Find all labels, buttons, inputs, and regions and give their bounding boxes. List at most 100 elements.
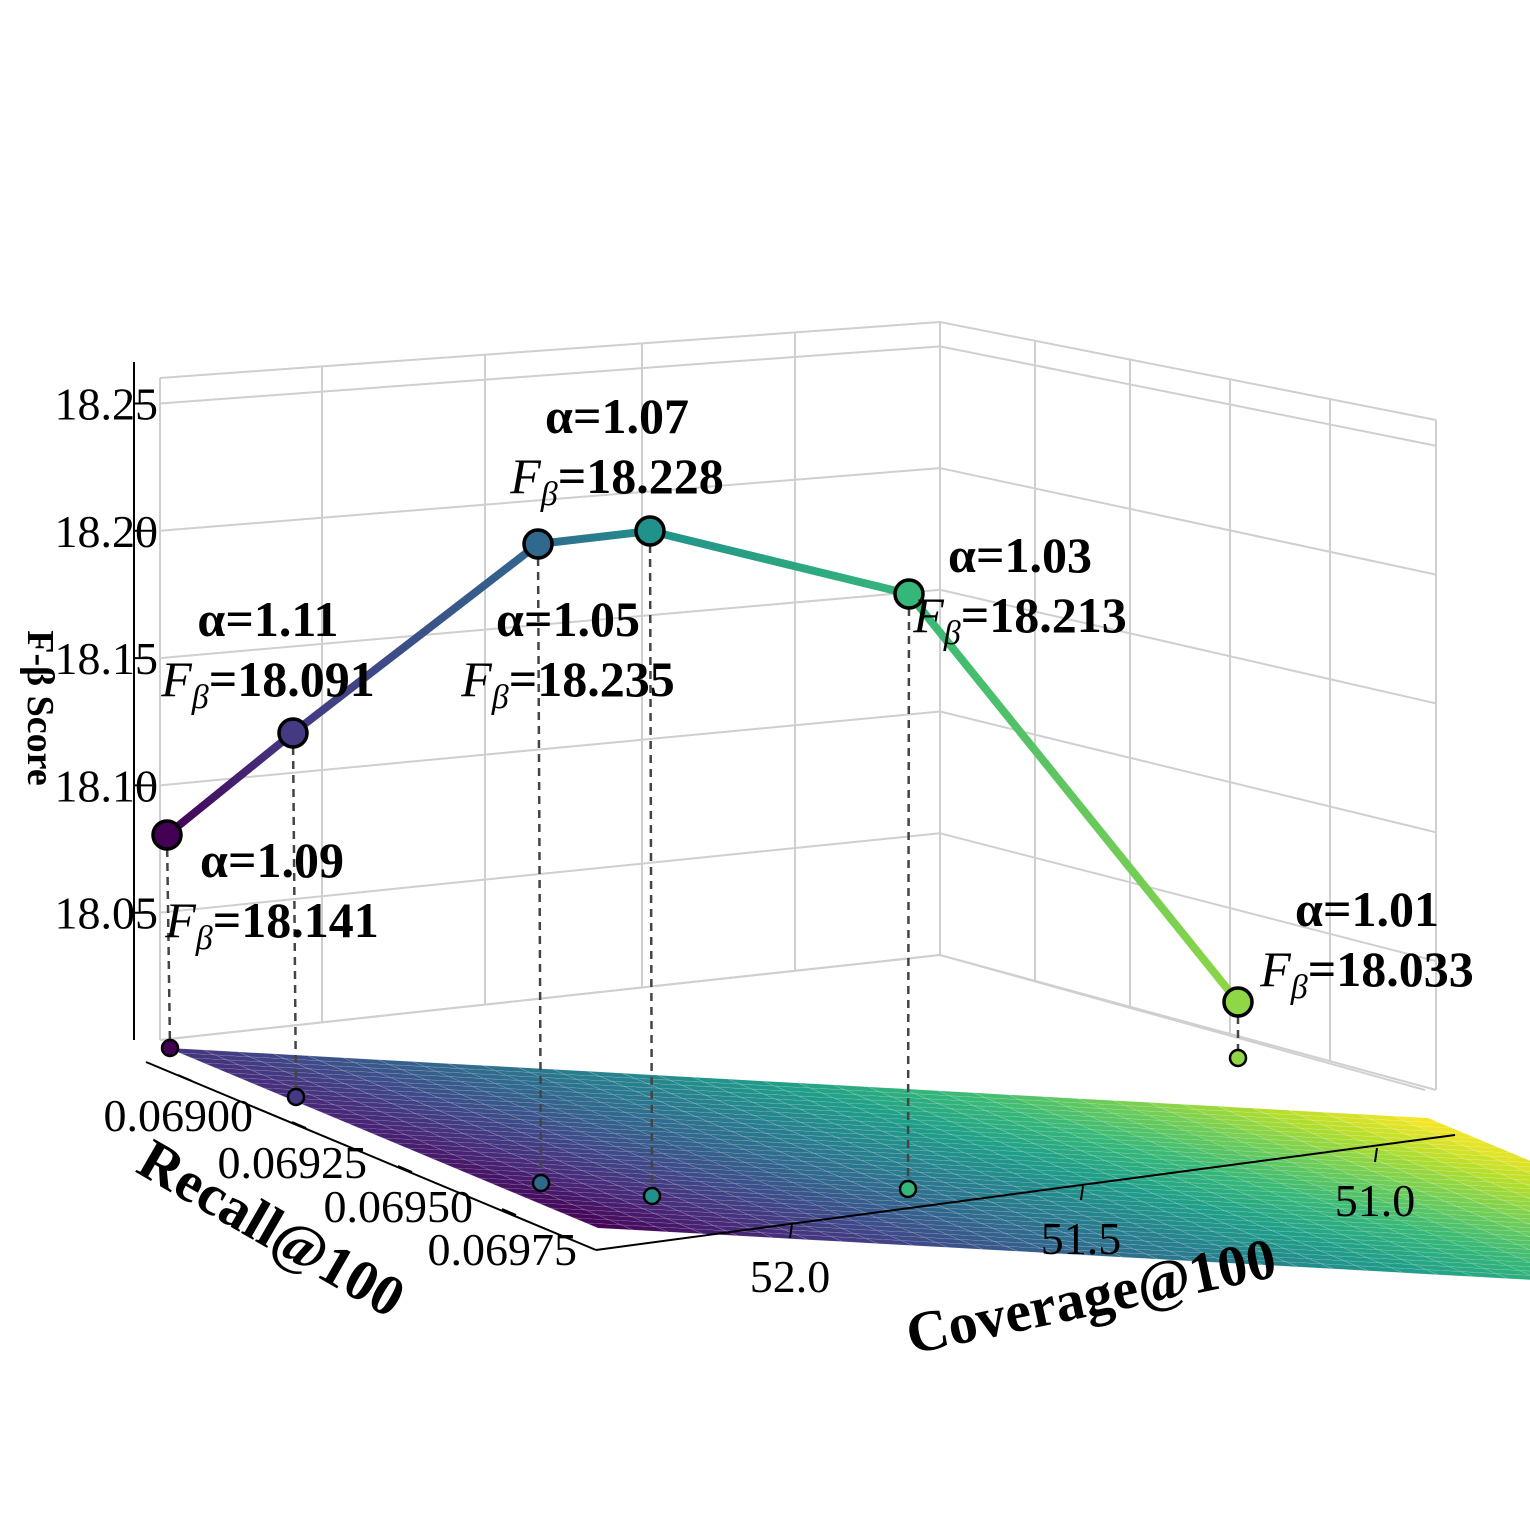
surface-cell (1500, 1160, 1530, 1168)
surface-cell (1515, 1218, 1530, 1224)
x-tick-mark (789, 1223, 793, 1239)
z-axis-title: F-β Score (19, 630, 61, 785)
surface-cell (1483, 1255, 1530, 1263)
surface-cell (1483, 1268, 1530, 1276)
annotation-alpha: α=1.03 (948, 527, 1092, 583)
y-tick-mark (397, 1165, 413, 1173)
z-tick-label: 18.10 (55, 760, 159, 811)
surface-cell (1502, 1199, 1530, 1207)
surface-cell (1495, 1273, 1530, 1281)
surface-cell (1514, 1204, 1530, 1211)
surface-cell (1491, 1208, 1530, 1216)
surface-cell (1524, 1170, 1530, 1174)
y-tick-label: 0.06975 (428, 1224, 578, 1275)
x-tick-mark (1374, 1147, 1378, 1163)
z-tick-label: 18.05 (55, 888, 159, 939)
surface-cell (1489, 1168, 1530, 1177)
annotation-fbeta: Fβ=18.141 (164, 892, 378, 957)
base-point (642, 1186, 662, 1206)
data-point (893, 578, 925, 610)
base-point (898, 1179, 918, 1199)
annotation-alpha: α=1.09 (200, 832, 344, 888)
y-tick-label: 0.06925 (218, 1137, 368, 1188)
surface-cell (1504, 1226, 1530, 1233)
series-line-segment (163, 729, 297, 839)
x-tick-label: 52.0 (750, 1251, 831, 1302)
surface-cell (1517, 1244, 1530, 1250)
surface-cell (1490, 1194, 1530, 1203)
y-tick-mark (291, 1121, 307, 1129)
drop-line (536, 543, 543, 1184)
grid-line-h (159, 345, 1437, 447)
series-line-segment (905, 590, 1242, 1006)
series-line-segment (646, 527, 913, 598)
label-layer: α=1.11Fβ=18.091α=1.09Fβ=18.141α=1.07Fβ=1… (160, 388, 1473, 1006)
surface-cell (1492, 1221, 1530, 1229)
floor-back-edge (159, 953, 1426, 1091)
grid-line-h (159, 320, 1437, 421)
y-tick-mark (177, 1074, 193, 1082)
drop-line (906, 593, 911, 1190)
base-point (531, 1173, 551, 1193)
series-line-segment (534, 527, 654, 548)
drop-layer (160, 530, 1248, 1206)
annotation-alpha: α=1.11 (197, 591, 338, 647)
x-tick-label: 51.0 (1335, 1175, 1416, 1226)
grid-layer (159, 320, 1437, 1091)
surface-cell (1525, 1196, 1530, 1200)
annotation-fbeta: Fβ=18.033 (1259, 941, 1473, 1006)
annotation-fbeta: Fβ=18.228 (509, 448, 723, 513)
base-point (286, 1087, 306, 1107)
base-point (160, 1038, 180, 1058)
annotation-alpha: α=1.01 (1295, 881, 1439, 937)
surface-cell (1518, 1270, 1530, 1276)
annotation-alpha: α=1.07 (545, 388, 689, 444)
grid-line-h (159, 832, 1437, 963)
surface-cell (1495, 1260, 1530, 1268)
grid-line-h (159, 710, 1437, 834)
annotation-fbeta: Fβ=18.091 (160, 651, 374, 716)
surface-cell (1518, 1257, 1530, 1263)
drop-line (291, 732, 298, 1098)
annotation-fbeta: Fβ=18.235 (460, 651, 674, 716)
surface-layer (167, 1047, 1530, 1281)
surface-cell (1488, 1155, 1530, 1164)
surface-cell (1490, 1181, 1530, 1190)
data-point (634, 515, 666, 547)
line-layer (163, 527, 1242, 1006)
surface-cell (1493, 1234, 1530, 1242)
point-layer (151, 515, 1254, 1018)
surface-cell (1507, 1265, 1530, 1272)
data-point (277, 717, 309, 749)
surface-cell (1527, 1223, 1530, 1225)
surface-cell (1502, 1186, 1530, 1194)
surface-cell (1503, 1213, 1530, 1220)
x-tick-label: 51.5 (1041, 1213, 1122, 1264)
surface-cell (1513, 1178, 1530, 1185)
x-tick-mark (1080, 1185, 1084, 1201)
base-point (1228, 1048, 1248, 1068)
annotation-alpha: α=1.05 (496, 591, 640, 647)
surface-cell (1516, 1231, 1530, 1237)
y-axis-line (145, 1061, 597, 1251)
surface-cell (1505, 1239, 1530, 1246)
surface-cell (1501, 1173, 1530, 1181)
y-tick-mark (501, 1208, 517, 1216)
drop-line (165, 834, 172, 1049)
surface-cell (1526, 1209, 1530, 1212)
data-point (151, 819, 183, 851)
x-axis-line (595, 1134, 1456, 1251)
surface-cell (1513, 1191, 1530, 1198)
z-tick-label: 18.15 (55, 633, 159, 684)
surface-cell (1494, 1247, 1530, 1255)
z-tick-label: 18.20 (55, 506, 159, 557)
surface-cell (1525, 1183, 1530, 1187)
y-tick-label: 0.06900 (104, 1090, 254, 1141)
z-tick-label: 18.25 (55, 378, 159, 429)
surface-cell (1512, 1165, 1530, 1172)
series-line-segment (289, 540, 542, 737)
grid-line-h (159, 467, 1437, 576)
